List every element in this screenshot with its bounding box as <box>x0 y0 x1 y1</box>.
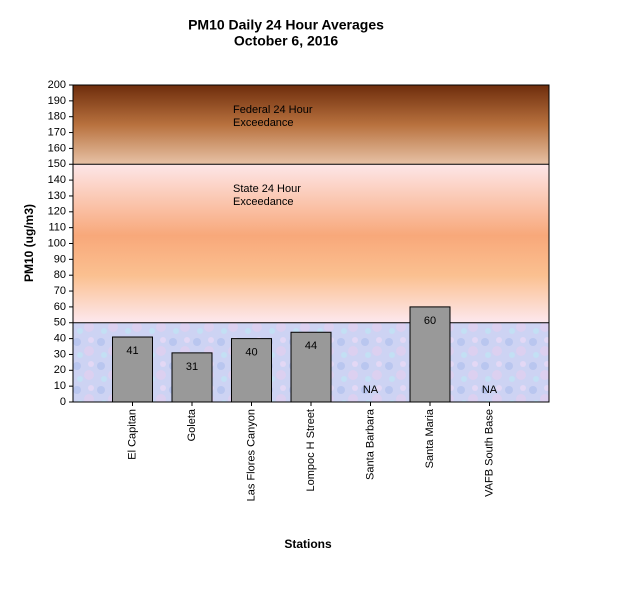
zone <box>73 85 549 165</box>
x-tick-label: VAFB South Base <box>483 409 495 497</box>
bar <box>112 336 153 403</box>
zone <box>73 164 549 323</box>
x-axis-label: Stations <box>284 537 332 551</box>
y-axis-label: PM10 (ug/m3) <box>22 204 36 282</box>
bar <box>171 352 213 403</box>
y-tick-label: 70 <box>54 285 66 297</box>
x-tick-label: Santa Barbara <box>364 408 376 480</box>
value-label: 41 <box>126 345 138 357</box>
zone-label: State 24 Hour <box>233 183 301 195</box>
bar <box>231 338 272 403</box>
x-tick-label: Lompoc H Street <box>305 409 317 492</box>
y-tick-label: 40 <box>54 333 66 345</box>
y-tick-label: 120 <box>48 206 66 218</box>
y-tick-label: 160 <box>48 142 66 154</box>
chart-title: PM10 Daily 24 Hour Averages <box>188 17 384 33</box>
y-tick-label: 190 <box>48 95 66 107</box>
zone-label: Federal 24 Hour <box>233 104 313 116</box>
y-tick-label: 80 <box>54 269 66 281</box>
x-tick-label: El Capitan <box>126 409 138 460</box>
x-tick-label: Goleta <box>186 408 198 441</box>
chart-subtitle: October 6, 2016 <box>234 33 338 49</box>
bar <box>290 331 332 403</box>
value-label: 40 <box>245 347 257 359</box>
y-tick-label: 50 <box>54 317 66 329</box>
y-tick-label: 100 <box>48 237 66 249</box>
zone-label: Exceedance <box>233 117 294 129</box>
y-tick-label: 110 <box>48 222 66 234</box>
y-tick-label: 140 <box>48 174 66 186</box>
y-tick-label: 60 <box>54 301 66 313</box>
y-tick-label: 170 <box>48 126 66 138</box>
value-label: 44 <box>305 340 317 352</box>
value-label: NA <box>482 384 498 396</box>
x-tick-label: Las Flores Canyon <box>245 409 257 501</box>
y-tick-label: 200 <box>48 79 66 91</box>
bar <box>409 306 451 403</box>
value-label: 31 <box>186 361 198 373</box>
y-tick-label: 10 <box>54 380 66 392</box>
y-tick-label: 180 <box>48 111 66 123</box>
zone-label: Exceedance <box>233 196 294 208</box>
y-tick-label: 30 <box>54 348 66 360</box>
y-tick-label: 90 <box>54 253 66 265</box>
y-tick-label: 20 <box>54 364 66 376</box>
x-tick-label: Santa Maria <box>424 408 436 468</box>
y-tick-label: 150 <box>48 158 66 170</box>
y-tick-label: 130 <box>48 190 66 202</box>
y-tick-label: 0 <box>60 396 66 408</box>
value-label: NA <box>363 384 379 396</box>
value-label: 60 <box>424 315 436 327</box>
